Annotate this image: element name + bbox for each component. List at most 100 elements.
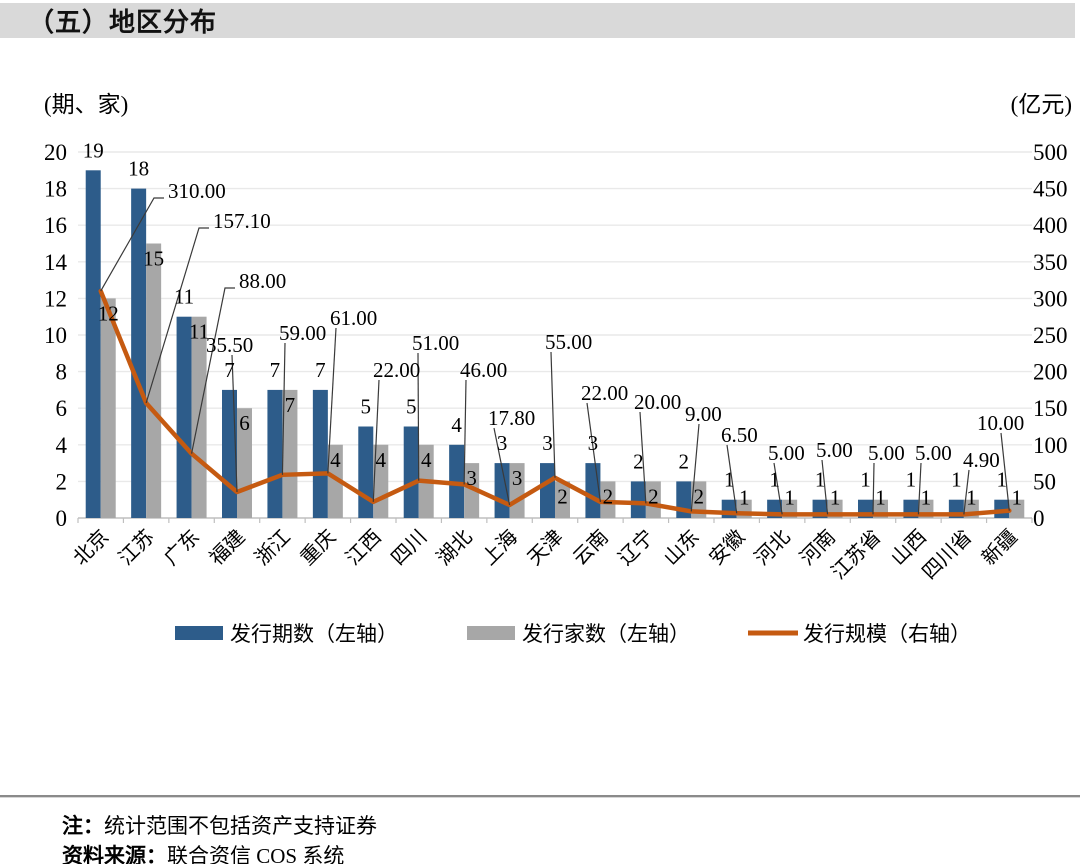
source-line: 资料来源：联合资信 COS 系统 bbox=[62, 840, 344, 864]
line-data-label: 5.00 bbox=[915, 441, 952, 465]
bar-label-issuers: 2 bbox=[694, 484, 705, 508]
x-axis-label: 江西 bbox=[341, 525, 386, 570]
leader-line bbox=[190, 287, 235, 454]
right-axis-unit-label: (亿元) bbox=[1011, 92, 1072, 117]
axis-tick-layer: 0246810121416182005010015020025030035040… bbox=[44, 140, 1068, 531]
right-axis-tick: 200 bbox=[1033, 360, 1068, 385]
bar-issuance-periods bbox=[131, 188, 147, 518]
bar-label-issuers: 1 bbox=[1012, 486, 1023, 510]
x-axis-label: 河北 bbox=[750, 525, 795, 570]
line-data-label: 59.00 bbox=[279, 321, 326, 345]
x-axis-label: 浙江 bbox=[250, 525, 295, 570]
line-data-label: 9.00 bbox=[685, 402, 722, 426]
left-axis-tick: 2 bbox=[56, 469, 68, 494]
leader-line bbox=[372, 379, 380, 502]
line-data-label: 4.90 bbox=[963, 448, 1000, 472]
bar-label-issuers: 15 bbox=[143, 247, 164, 271]
x-axis-label: 江苏省 bbox=[827, 525, 886, 584]
line-data-label: 61.00 bbox=[330, 306, 377, 330]
leader-line bbox=[281, 342, 286, 475]
page-title: （五）地区分布 bbox=[28, 8, 218, 37]
title-banner: （五）地区分布 bbox=[0, 3, 1075, 38]
bar-label-periods: 3 bbox=[542, 431, 553, 455]
right-axis-tick: 500 bbox=[1033, 140, 1068, 165]
bar-label-issuers: 4 bbox=[421, 448, 432, 472]
bar-label-periods: 3 bbox=[588, 431, 599, 455]
bar-issuer-count bbox=[645, 481, 661, 518]
line-data-label: 6.50 bbox=[721, 423, 758, 447]
leader-line bbox=[550, 351, 556, 478]
bar-label-issuers: 2 bbox=[557, 484, 568, 508]
leader-line bbox=[773, 462, 783, 515]
leader-line bbox=[963, 469, 970, 515]
bar-issuance-periods bbox=[312, 389, 328, 518]
bar-label-periods: 18 bbox=[128, 157, 149, 181]
x-axis-label: 新疆 bbox=[977, 525, 1022, 570]
bar-issuer-count bbox=[282, 389, 298, 518]
leader-line bbox=[463, 379, 467, 485]
bar-label-periods: 1 bbox=[724, 468, 735, 492]
legend-label: 发行规模（右轴） bbox=[803, 622, 971, 646]
source-label: 资料来源： bbox=[62, 844, 167, 864]
left-axis-tick: 4 bbox=[56, 433, 68, 458]
leader-line bbox=[145, 227, 209, 404]
bar-issuer-count bbox=[100, 298, 116, 518]
x-axis-label: 天津 bbox=[523, 525, 568, 570]
bar-issuer-count bbox=[691, 481, 707, 518]
legend-swatch-periods bbox=[175, 626, 223, 640]
leader-line bbox=[493, 427, 511, 506]
right-axis-tick: 350 bbox=[1033, 250, 1068, 275]
bar-label-issuers: 1 bbox=[739, 486, 750, 510]
left-axis-tick: 0 bbox=[56, 506, 68, 531]
x-axis-label: 云南 bbox=[568, 525, 613, 570]
bar-issuance-periods bbox=[540, 463, 555, 518]
bar-label-periods: 5 bbox=[361, 395, 372, 419]
legend-label: 发行期数（左轴） bbox=[230, 622, 398, 646]
bar-layer bbox=[85, 170, 1025, 519]
legend: 发行期数（左轴） 发行家数（左轴） 发行规模（右轴） bbox=[175, 622, 971, 646]
line-data-label: 46.00 bbox=[460, 358, 507, 382]
bar-issuance-periods bbox=[403, 426, 419, 518]
bar-issuance-periods bbox=[176, 316, 192, 518]
bar-label-issuers: 4 bbox=[376, 448, 387, 472]
x-axis-label: 山东 bbox=[659, 525, 704, 570]
right-axis-tick: 450 bbox=[1033, 177, 1068, 202]
leader-line bbox=[872, 462, 875, 515]
leader-line bbox=[231, 354, 238, 493]
bar-label-periods: 7 bbox=[315, 358, 326, 382]
line-data-label: 310.00 bbox=[168, 179, 226, 203]
bar-label-issuers: 1 bbox=[784, 486, 795, 510]
bar-label-issuers: 1 bbox=[830, 486, 841, 510]
bar-issuance-periods bbox=[494, 463, 510, 518]
bar-issuer-count bbox=[1009, 499, 1025, 518]
bar-issuer-count bbox=[555, 481, 570, 518]
right-axis-tick: 300 bbox=[1033, 286, 1068, 311]
footnote-divider bbox=[0, 795, 1080, 798]
x-axis-label: 北京 bbox=[69, 525, 114, 570]
leader-line bbox=[726, 444, 738, 514]
bar-label-periods: 2 bbox=[633, 449, 644, 473]
note-line: 注：统计范围不包括资产支持证券 bbox=[62, 810, 377, 840]
left-axis-tick: 10 bbox=[44, 323, 67, 348]
bar-label-periods: 1 bbox=[997, 468, 1008, 492]
source-text: 联合资信 COS 系统 bbox=[167, 844, 345, 864]
line-data-label: 5.00 bbox=[768, 441, 805, 465]
bar-issuance-periods bbox=[222, 389, 237, 518]
legend-label: 发行家数（左轴） bbox=[522, 622, 690, 646]
bar-issuance-periods bbox=[630, 481, 646, 518]
bar-issuance-periods bbox=[267, 389, 283, 518]
line-data-label: 35.50 bbox=[206, 333, 253, 357]
x-axis-label: 上海 bbox=[478, 525, 523, 570]
bar-label-periods: 2 bbox=[679, 449, 690, 473]
bar-label-periods: 5 bbox=[406, 395, 417, 419]
line-data-label: 55.00 bbox=[545, 330, 592, 354]
bar-label-issuers: 1 bbox=[966, 486, 977, 510]
right-axis-tick: 400 bbox=[1033, 213, 1068, 238]
bar-label-issuers: 1 bbox=[921, 486, 932, 510]
x-axis-label: 江苏 bbox=[114, 525, 159, 570]
leader-line bbox=[417, 352, 420, 481]
bar-label-periods: 1 bbox=[906, 468, 917, 492]
bar-issuance-periods bbox=[449, 444, 465, 518]
bar-label-issuers: 1 bbox=[875, 486, 886, 510]
